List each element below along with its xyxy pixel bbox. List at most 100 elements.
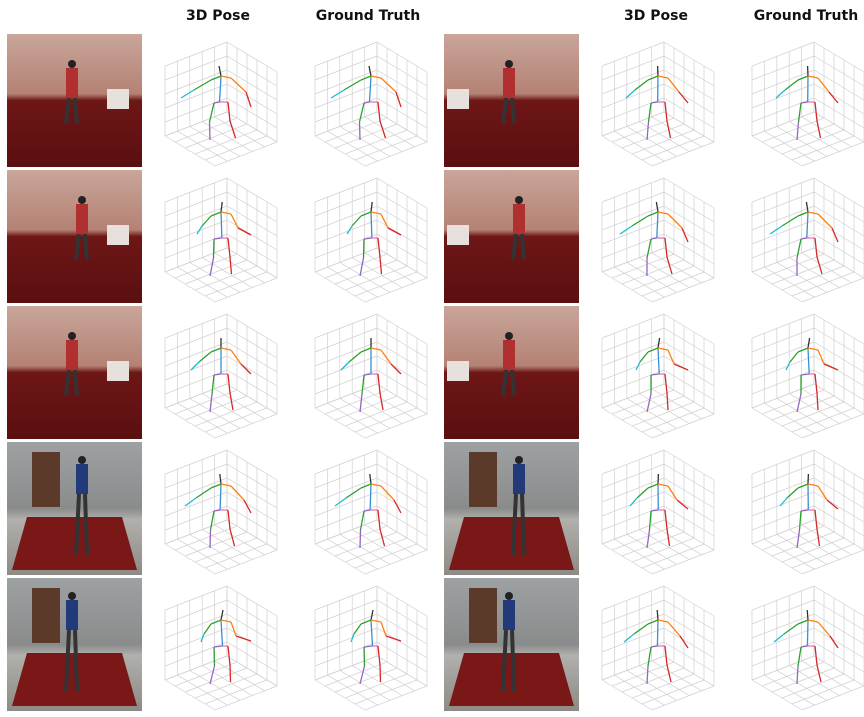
grid-line: [601, 135, 653, 167]
grid-line: [663, 313, 715, 345]
grid-line: [174, 253, 238, 279]
grid-line: [621, 531, 685, 557]
grid-line: [314, 585, 378, 611]
photo: [444, 442, 579, 575]
grid-line: [314, 599, 378, 625]
grid-line: [164, 599, 228, 625]
grid-line: [164, 449, 228, 475]
grid-line: [751, 313, 815, 339]
skeleton-bone: [816, 528, 821, 547]
skeleton-bone: [646, 665, 649, 685]
pose-plot: [601, 313, 715, 439]
grid-line: [376, 41, 428, 73]
grid-line: [631, 265, 695, 291]
grid-line: [663, 327, 715, 359]
grid-line: [751, 655, 815, 681]
grid-line: [813, 627, 864, 659]
skeleton-bone: [666, 120, 672, 139]
skeleton-bone: [657, 347, 660, 375]
grid-line: [189, 534, 240, 565]
grid-line: [334, 531, 398, 557]
grid-line: [164, 219, 228, 245]
grid-line: [226, 641, 278, 673]
skeleton-bone: [184, 497, 197, 507]
skeleton-bone: [220, 211, 232, 215]
skeleton-bone: [664, 373, 668, 394]
grid-line: [364, 413, 428, 439]
skeleton-bone: [343, 79, 362, 91]
skeleton-bone: [227, 645, 231, 666]
grid-line: [376, 491, 428, 523]
grid-line: [651, 660, 702, 692]
grid-line: [334, 259, 398, 285]
door: [469, 452, 497, 507]
grid-line: [226, 585, 278, 617]
grid-line: [226, 69, 278, 101]
grid-line: [663, 233, 715, 265]
grid-line: [327, 402, 378, 434]
skeleton-bone: [359, 393, 363, 413]
person-leg: [501, 97, 508, 125]
grid-line: [813, 69, 864, 101]
grid-line: [639, 529, 690, 560]
grid-line: [194, 401, 258, 427]
grid-line: [751, 219, 815, 245]
window: [447, 225, 469, 245]
skeleton-bone: [213, 237, 222, 240]
skeleton-bone: [800, 101, 808, 104]
grid-line: [314, 69, 378, 95]
skeleton-bone: [379, 256, 383, 275]
grid-line: [164, 463, 228, 489]
skeleton-bone: [797, 646, 802, 667]
grid-line: [601, 477, 665, 503]
grid-line: [611, 525, 675, 551]
grid-line: [324, 117, 388, 143]
grid-line: [751, 599, 815, 625]
skeleton-bone: [208, 102, 215, 123]
grid-line: [601, 191, 665, 217]
grid-line: [764, 130, 815, 162]
skeleton-bone: [395, 91, 402, 108]
skeleton-bone: [647, 619, 659, 625]
grid-line: [813, 55, 864, 87]
grid-line: [751, 491, 815, 517]
grid-line: [364, 660, 415, 692]
skeleton-bone: [679, 635, 689, 649]
grid-line: [164, 135, 216, 167]
grid-line: [813, 655, 864, 687]
skeleton-bone: [330, 89, 345, 99]
grid-line: [641, 135, 705, 161]
skeleton-bone: [664, 237, 668, 258]
grid-line: [601, 383, 665, 409]
skeleton-bone: [806, 211, 809, 239]
grid-line: [334, 123, 398, 149]
grid-line: [164, 233, 228, 259]
person-leg: [74, 493, 81, 556]
pose-plot: [314, 41, 428, 167]
grid-line: [791, 407, 855, 433]
grid-line: [189, 670, 240, 701]
skeleton-bone: [829, 635, 839, 649]
grid-line: [226, 449, 278, 481]
skeleton-bone: [370, 619, 374, 647]
skeleton-bone: [209, 257, 215, 277]
grid-line: [177, 130, 228, 162]
skeleton-bone: [229, 120, 237, 139]
grid-line: [354, 271, 418, 297]
skeleton-bone: [625, 89, 636, 99]
grid-line: [813, 613, 864, 645]
skeleton-bone: [210, 483, 222, 489]
grid-line: [761, 661, 825, 687]
grid-line: [226, 355, 278, 387]
skeleton-bone: [646, 393, 652, 413]
grid-line: [376, 247, 428, 279]
grid-line: [751, 55, 815, 81]
grid-line: [813, 41, 864, 73]
skeleton-bone: [393, 499, 402, 514]
grid-line: [813, 585, 864, 617]
skeleton-bone: [220, 619, 224, 647]
skeleton-bone: [213, 373, 222, 376]
skeleton-bone: [210, 75, 222, 81]
grid-line: [771, 395, 835, 421]
grid-line: [194, 129, 258, 155]
